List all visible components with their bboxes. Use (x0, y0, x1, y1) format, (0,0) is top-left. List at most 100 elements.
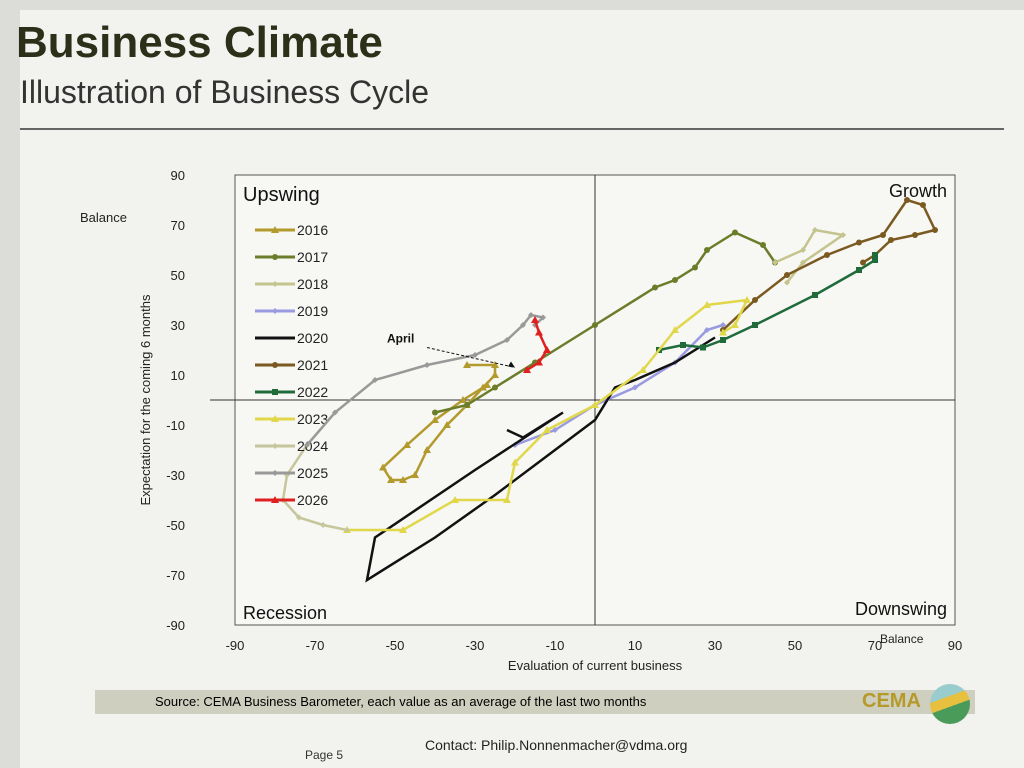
data-point (271, 496, 279, 503)
legend-label-2017: 2017 (297, 249, 328, 265)
legend-label-2019: 2019 (297, 303, 328, 319)
y-axis-title: Expectation for the coming 6 months (138, 294, 153, 506)
annotation-arrowhead-icon (508, 361, 515, 368)
data-point (704, 327, 710, 333)
data-point (443, 421, 451, 428)
data-point (399, 476, 407, 483)
data-point (888, 237, 894, 243)
data-point (703, 301, 711, 308)
cema-logo: CEMA (862, 690, 921, 712)
data-point (872, 252, 878, 258)
y-tick-label: 70 (171, 218, 185, 233)
y-tick-label: 50 (171, 268, 185, 283)
data-point (459, 396, 467, 403)
data-point (932, 227, 938, 233)
source-note: Source: CEMA Business Barometer, each va… (95, 690, 975, 714)
data-point (272, 470, 278, 476)
data-point (344, 527, 350, 533)
data-point (880, 232, 886, 238)
data-point (592, 322, 598, 328)
series-line-2024 (281, 444, 348, 532)
x-tick-label: 30 (708, 638, 722, 653)
data-point (463, 361, 471, 368)
data-point (731, 321, 739, 328)
page-title: Business Climate (16, 18, 383, 67)
data-point (540, 314, 546, 321)
page-number: Page 5 (305, 748, 344, 762)
contact-text: Contact: Philip.Nonnenmacher@vdma.org (425, 737, 688, 753)
y-tick-label: -70 (166, 568, 185, 583)
data-point (272, 281, 278, 287)
data-point (528, 312, 534, 318)
quadrant-label-growth: Growth (889, 181, 947, 201)
data-point (504, 337, 510, 343)
x-axis-title: Evaluation of current business (508, 658, 683, 673)
data-point (535, 358, 543, 366)
x-tick-label: 70 (868, 638, 882, 653)
legend-label-2023: 2023 (297, 411, 328, 427)
data-point (492, 384, 498, 391)
data-point (271, 226, 279, 233)
data-point (304, 442, 310, 448)
data-point (800, 259, 806, 266)
data-point (784, 272, 790, 278)
data-point (784, 279, 790, 286)
data-point (692, 264, 698, 271)
legend-label-2026: 2026 (297, 492, 328, 508)
data-point (720, 337, 726, 343)
data-point (591, 401, 599, 408)
data-point (800, 247, 806, 253)
quadrant-label-downswing: Downswing (855, 599, 947, 619)
data-point (720, 322, 726, 328)
x-tick-label: -90 (226, 638, 245, 653)
data-point (772, 259, 778, 266)
legend-label-2020: 2020 (297, 330, 328, 346)
y-tick-label: 30 (171, 318, 185, 333)
data-point (272, 308, 278, 314)
series-line-2025 (306, 313, 546, 446)
data-point (403, 441, 411, 448)
legend-label-2018: 2018 (297, 276, 328, 292)
y-tick-label: 10 (171, 368, 185, 383)
data-point (812, 292, 818, 298)
legend-label-2016: 2016 (297, 222, 328, 238)
data-point (472, 352, 478, 358)
legend-label-2024: 2024 (297, 438, 328, 454)
data-point (732, 229, 738, 236)
data-point (320, 522, 326, 528)
data-point (451, 496, 459, 503)
y-tick-label: -90 (166, 618, 185, 633)
y-tick-label: -30 (166, 468, 185, 483)
data-point (552, 427, 558, 433)
data-point (432, 409, 438, 416)
x-tick-label: -10 (546, 638, 565, 653)
data-point (399, 526, 407, 533)
x-tick-label: -50 (386, 638, 405, 653)
data-point (464, 402, 470, 408)
data-point (840, 232, 846, 238)
data-point (491, 371, 499, 378)
data-point (672, 277, 678, 283)
legend-label-2021: 2021 (297, 357, 328, 373)
page-subtitle: Illustration of Business Cycle (20, 74, 430, 110)
data-point (511, 458, 519, 466)
annotation-arrow (426, 347, 516, 368)
x-tick-label: 50 (788, 638, 802, 653)
data-point (491, 361, 499, 368)
x-tick-label: 10 (628, 638, 642, 653)
y-tick-label: -50 (166, 518, 185, 533)
legend-label-2022: 2022 (297, 384, 328, 400)
data-point (824, 252, 830, 258)
data-point (372, 377, 378, 383)
data-point (812, 227, 818, 233)
data-point (296, 514, 302, 521)
data-point (272, 254, 278, 260)
x-tick-label: -70 (306, 638, 325, 653)
data-point (543, 426, 551, 433)
data-point (912, 232, 918, 238)
data-point (743, 296, 751, 303)
data-point (904, 197, 910, 203)
data-point (872, 257, 878, 263)
data-point (752, 297, 758, 303)
